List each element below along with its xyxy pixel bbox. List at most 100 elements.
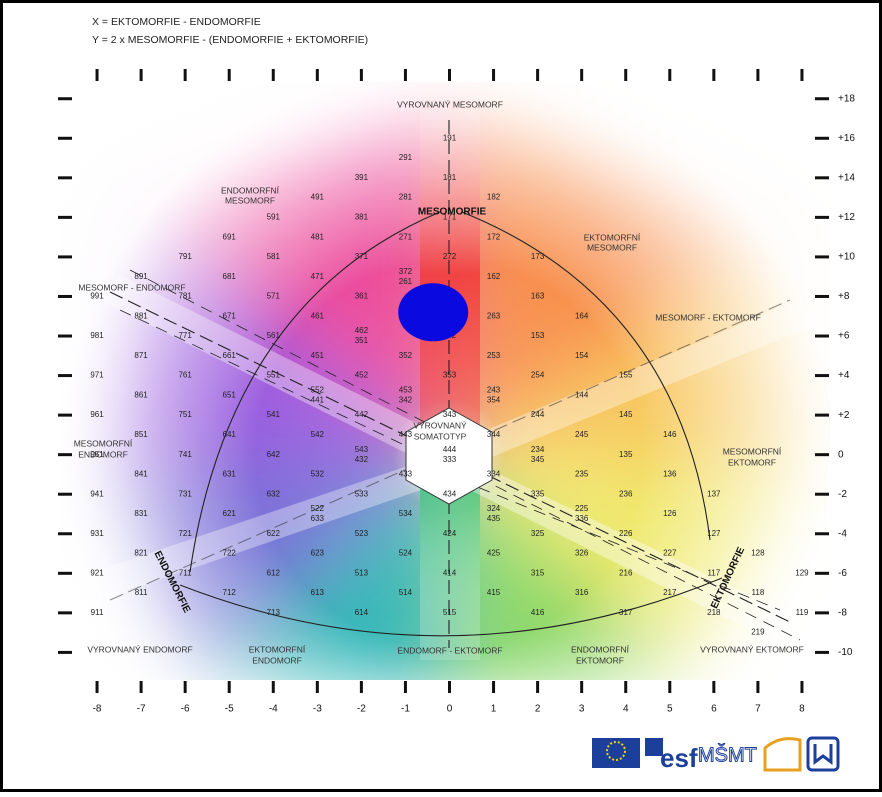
somatotype-code: 523	[355, 529, 369, 538]
somatotype-code: 441	[311, 395, 325, 404]
region-label: SOMATOTYP	[414, 431, 467, 441]
region-label: MESOMORF - ENDOMORF	[78, 282, 185, 292]
somatotype-code: 591	[267, 212, 281, 221]
somatotype-code: 671	[223, 311, 237, 320]
somatotype-code: 751	[178, 410, 192, 419]
somatotype-code: 234	[531, 445, 545, 454]
university-mark	[813, 744, 833, 765]
somatotype-code: 443	[399, 430, 413, 439]
somatotype-code: 342	[399, 395, 413, 404]
somatotype-code: 226	[619, 529, 633, 538]
somatotype-code: 254	[531, 371, 545, 380]
y-tick-label: +14	[838, 172, 855, 183]
somatotype-code: 263	[487, 311, 501, 320]
somatotype-code: 543	[355, 445, 369, 454]
x-tick-label: 1	[491, 704, 497, 715]
somatotype-code: 227	[663, 549, 677, 558]
somatotype-code: 633	[311, 514, 325, 523]
region-label: VYROVNANÝ EKTOMORF	[700, 644, 804, 654]
somatotype-code: 243	[487, 385, 501, 394]
university-logo	[806, 736, 840, 772]
somatotype-code: 271	[399, 232, 413, 241]
somatotype-code: 631	[223, 470, 237, 479]
somatotype-code: 861	[134, 390, 148, 399]
x-tick-label: 7	[755, 704, 761, 715]
somatotype-code: 172	[487, 232, 501, 241]
somatotype-code: 344	[487, 430, 501, 439]
region-label: EKTOMORF	[576, 655, 624, 665]
somatotype-code: 722	[223, 549, 237, 558]
region-label: EKTOMORFNÍ	[249, 644, 306, 654]
somatotype-code: 891	[134, 272, 148, 281]
somatotype-code: 164	[575, 311, 589, 320]
somatotype-code: 491	[311, 193, 325, 202]
somatotype-code: 182	[487, 193, 501, 202]
esf-logo: esf	[660, 743, 698, 773]
somatotype-code: 432	[355, 455, 369, 464]
somatotype-code: 136	[663, 470, 677, 479]
somatotype-code: 442	[355, 410, 369, 419]
somatotype-code: 128	[751, 549, 765, 558]
x-tick-label: -2	[357, 704, 366, 715]
eu-flag	[592, 738, 640, 768]
somatotype-code: 571	[267, 292, 281, 301]
y-tick-label: -2	[838, 489, 847, 500]
somatotype-code: 721	[178, 529, 192, 538]
somatotype-code: 632	[267, 489, 281, 498]
eu-stars	[606, 741, 626, 761]
somatotype-code: 452	[355, 371, 369, 380]
somatotype-code: 614	[355, 608, 369, 617]
somatotype-code: 461	[311, 311, 325, 320]
x-tick-label: 6	[711, 704, 717, 715]
somatotype-code: 911	[91, 608, 104, 617]
somatotype-code: 552	[311, 385, 325, 394]
somatotype-code: 173	[531, 252, 545, 261]
somatotype-code: 661	[223, 351, 237, 360]
somatotype-code: 235	[575, 470, 589, 479]
somatotype-code: 761	[178, 371, 192, 380]
somatotype-code: 281	[399, 193, 413, 202]
somatotype-code: 424	[443, 529, 457, 538]
somatotype-code: 532	[311, 470, 325, 479]
somatotype-code: 336	[575, 514, 589, 523]
somatotype-code: 225	[575, 504, 589, 513]
somatotype-code: 371	[355, 252, 369, 261]
somatotype-code: 119	[796, 608, 809, 617]
somatotype-code: 971	[90, 371, 104, 380]
region-label: ENDOMORFNÍ	[571, 644, 630, 654]
y-tick-label: 0	[838, 449, 844, 460]
region-label: ENDOMORF - EKTOMORF	[397, 645, 502, 655]
somatotype-code: 541	[267, 410, 281, 419]
msmt-logo: MŠMT	[698, 743, 757, 766]
region-label: VYROVNANÝ ENDOMORF	[87, 644, 192, 654]
x-tick-label: 8	[799, 704, 805, 715]
somatotype-code: 191	[443, 133, 457, 142]
region-label: EKTOMORFNÍ	[584, 232, 641, 242]
somatotype-code: 713	[267, 608, 281, 617]
somatotype-code: 219	[751, 628, 765, 637]
somatotype-code: 218	[707, 608, 721, 617]
somatotype-code: 612	[267, 568, 281, 577]
somatotype-code: 831	[134, 509, 148, 518]
x-tick-label: -6	[181, 704, 190, 715]
region-label: VYROVNANÝ	[413, 420, 467, 430]
somatotype-code: 712	[223, 588, 237, 597]
somatotype-code: 771	[178, 331, 192, 340]
somatotype-code: 435	[487, 514, 501, 523]
somatotype-code: 334	[487, 470, 501, 479]
y-tick-label: +4	[838, 370, 850, 381]
x-tick-label: 5	[667, 704, 673, 715]
somatotype-code: 335	[531, 489, 545, 498]
somatotype-code: 433	[399, 470, 413, 479]
somatotype-code: 129	[795, 568, 809, 577]
region-label: MESOMORFNÍ	[723, 446, 782, 456]
somatotype-code: 291	[399, 153, 413, 162]
somatotype-code: 326	[575, 549, 589, 558]
somatotype-code: 921	[90, 568, 104, 577]
somatotype-code: 961	[90, 410, 104, 419]
somatotype-code: 361	[355, 292, 369, 301]
somatotype-code: 522	[311, 504, 325, 513]
y-tick-label: -10	[838, 647, 853, 658]
